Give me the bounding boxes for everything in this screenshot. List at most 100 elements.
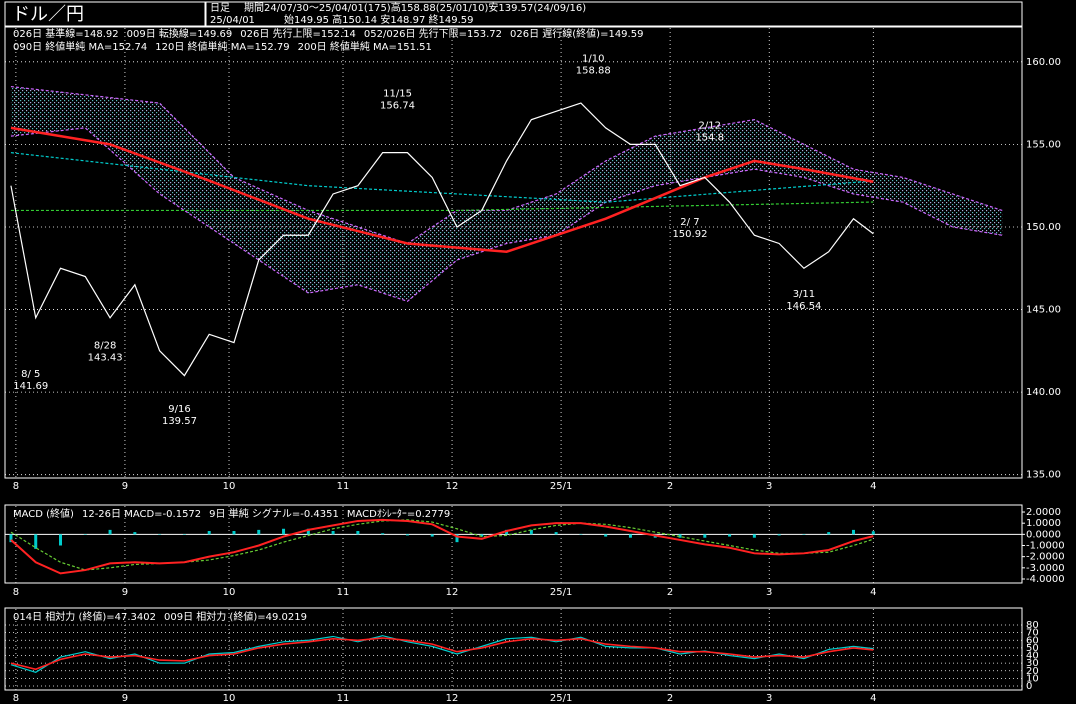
histogram-bar xyxy=(232,530,236,535)
series-line xyxy=(10,635,874,673)
histogram-bar xyxy=(9,534,13,543)
y-tick-label: 30 xyxy=(1026,658,1039,669)
x-tick-label: 25/1 xyxy=(550,587,572,598)
panel-frame xyxy=(4,607,1023,691)
histogram-bar xyxy=(455,534,459,543)
histogram-bar xyxy=(678,534,682,538)
x-tick-label: 11 xyxy=(337,587,350,598)
histogram-bar xyxy=(257,529,261,535)
legend-entry: 120日 終値単純 MA=152.79 xyxy=(155,40,289,53)
histogram-bar xyxy=(480,534,484,537)
histogram-bar xyxy=(83,534,87,535)
panel-frame xyxy=(4,26,1023,479)
series-line xyxy=(10,201,874,212)
histogram-bar xyxy=(604,534,608,537)
x-tick-label: 4 xyxy=(870,587,876,598)
series-line xyxy=(10,519,874,571)
annotation-value: 154.8 xyxy=(695,133,724,144)
histogram-bar xyxy=(871,531,875,535)
y-tick-label: 135.00 xyxy=(1026,470,1061,481)
x-tick-label: 3 xyxy=(766,481,772,492)
period-label: 日足 xyxy=(210,2,230,14)
histogram-bar xyxy=(282,528,286,535)
y-tick-label: 80 xyxy=(1026,620,1039,631)
annotation-value: 158.88 xyxy=(576,65,611,76)
histogram-bar xyxy=(827,532,831,535)
y-tick-label: -2.0000 xyxy=(1026,552,1065,563)
annotation-date: 11/15 xyxy=(383,89,412,100)
series-line xyxy=(10,126,874,254)
annotation-value: 146.54 xyxy=(786,301,821,312)
y-tick-label: 0 xyxy=(1026,681,1032,692)
legend-entry: 009日 相対力 (終値)=49.0219 xyxy=(164,610,307,623)
x-tick-label: 4 xyxy=(870,481,876,492)
histogram-bar xyxy=(356,530,360,535)
histogram-bar xyxy=(777,534,781,536)
y-tick-label: 50 xyxy=(1026,643,1039,654)
x-tick-label: 10 xyxy=(223,587,236,598)
legend-entry: MACDｵｼﾚｰﾀｰ=0.2779 xyxy=(347,508,450,520)
x-tick-label: 25/1 xyxy=(550,693,572,704)
legend-entry: 026日 先行上限=152.14 xyxy=(240,27,356,40)
x-tick-label: 3 xyxy=(766,693,772,704)
legend-entry: 026日 基準線=148.92 xyxy=(13,27,119,40)
histogram-bar xyxy=(430,534,434,537)
annotation-date: 2/12 xyxy=(699,121,721,132)
histogram-bar xyxy=(529,529,533,535)
series-line xyxy=(10,102,874,377)
histogram-bar xyxy=(306,528,310,535)
legend-entry: 009日 転換線=149.69 xyxy=(127,27,233,40)
cloud-span xyxy=(10,85,1003,245)
legend-entry: 052/026日 先行下限=153.72 xyxy=(364,27,502,40)
y-tick-label: 145.00 xyxy=(1026,305,1061,316)
histogram-bar xyxy=(405,534,409,536)
histogram-bar xyxy=(182,534,186,535)
annotation-value: 156.74 xyxy=(380,101,415,112)
title-box xyxy=(4,1,206,27)
histogram-bar xyxy=(133,532,137,535)
histogram-bar xyxy=(331,530,335,535)
y-tick-label: 140.00 xyxy=(1026,387,1061,398)
y-tick-label: 40 xyxy=(1026,651,1039,662)
y-tick-label: -3.0000 xyxy=(1026,563,1065,574)
y-tick-label: -4.0000 xyxy=(1026,574,1065,585)
histogram-bar xyxy=(34,534,38,549)
x-tick-label: 25/1 xyxy=(550,481,572,492)
last-date: 25/04/01 xyxy=(210,15,255,26)
annotation-date: 9/16 xyxy=(168,404,190,415)
histogram-bar xyxy=(851,529,855,535)
x-tick-label: 8 xyxy=(13,481,19,492)
x-tick-label: 2 xyxy=(667,481,673,492)
y-tick-label: 150.00 xyxy=(1026,222,1061,233)
legend-entry: 200日 終値単純 MA=151.51 xyxy=(298,40,432,53)
histogram-bar xyxy=(802,534,806,535)
panel-frame xyxy=(4,504,1023,584)
x-tick-label: 11 xyxy=(337,693,350,704)
histogram-bar xyxy=(59,534,63,546)
histogram-bar xyxy=(158,534,162,535)
legend-entry: 12-26日 MACD=-0.1572 xyxy=(82,509,201,520)
y-tick-label: 155.00 xyxy=(1026,139,1061,150)
annotation-date: 1/10 xyxy=(582,53,604,64)
y-tick-label: 2.0000 xyxy=(1026,507,1061,518)
x-tick-label: 12 xyxy=(446,693,459,704)
chart-title: ドル／円 xyxy=(12,4,84,25)
x-tick-label: 4 xyxy=(870,693,876,704)
histogram-bar xyxy=(752,534,756,538)
annotation-value: 141.69 xyxy=(13,381,48,392)
annotation-date: 8/ 5 xyxy=(21,369,40,380)
annotation-value: 143.43 xyxy=(88,352,123,363)
histogram-bar xyxy=(703,534,707,538)
annotation-value: 139.57 xyxy=(162,416,197,427)
x-tick-label: 2 xyxy=(667,693,673,704)
cloud-fill xyxy=(10,86,1003,302)
info-box xyxy=(205,1,1023,27)
legend-entry: 026日 遅行線(終値)=149.59 xyxy=(510,27,643,40)
last-ohlc: 始149.95 高150.14 安148.97 終149.59 xyxy=(284,13,474,26)
x-tick-label: 10 xyxy=(223,693,236,704)
y-tick-label: 10 xyxy=(1026,673,1039,684)
x-tick-label: 8 xyxy=(13,587,19,598)
y-tick-label: 60 xyxy=(1026,635,1039,646)
histogram-bar xyxy=(554,532,558,535)
